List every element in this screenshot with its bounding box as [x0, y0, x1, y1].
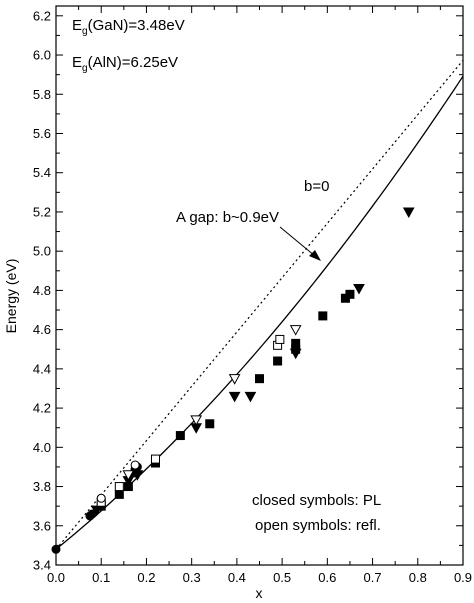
data-points [51, 207, 415, 554]
y-tick-label: 6.2 [33, 8, 51, 23]
agap-arrowhead [309, 250, 321, 261]
y-tick-label: 5.0 [33, 244, 51, 259]
filled-triangle-down-point [402, 207, 415, 218]
y-tick-label: 3.4 [33, 558, 51, 573]
agap-arrow [279, 226, 316, 257]
plot-frame [55, 5, 464, 566]
x-tick-label: 0.1 [92, 570, 110, 585]
open-symbols-note: open symbols: refl. [255, 517, 381, 534]
x-tick-label: 0.4 [228, 570, 246, 585]
plot-border [55, 5, 464, 566]
open-circle-point [96, 493, 106, 503]
filled-triangle-down-point [353, 283, 365, 295]
filled-square-point [291, 338, 301, 348]
y-tick-label: 3.8 [33, 479, 51, 494]
y-tick-label: 4.0 [33, 440, 51, 455]
curves [55, 59, 464, 550]
closed-symbols-note: closed symbols: PL [252, 492, 381, 509]
filled-circle-point [51, 544, 61, 554]
open-triangle-down-point [289, 325, 302, 336]
y-axis-title: Energy (eV) [3, 259, 19, 334]
x-tick-label: 0.3 [183, 570, 201, 585]
x-tick-label: 0.8 [409, 570, 427, 585]
x-tick-label: 0.9 [454, 570, 472, 585]
filled-square-point [205, 419, 215, 429]
x-tick-label: 0.7 [364, 570, 382, 585]
filled-square-point [273, 356, 283, 366]
filled-square-point [345, 289, 355, 299]
open-square-point [114, 482, 124, 492]
y-tick-label: 6.0 [33, 48, 51, 63]
filled-triangle-down-point [228, 391, 241, 403]
curve-agap [55, 75, 464, 550]
agap-curve-label: A gap: b~0.9eV [176, 209, 279, 226]
y-tick-label: 5.6 [33, 126, 51, 141]
y-tick-label: 5.2 [33, 204, 51, 219]
open-triangle-down-point [122, 470, 135, 481]
y-tick-label: 3.6 [33, 518, 51, 533]
filled-square-point [114, 489, 124, 499]
x-axis-title: x [256, 585, 263, 601]
x-tick-label: 0.2 [137, 570, 155, 585]
open-square-point [275, 334, 285, 344]
y-tick-label: 5.4 [33, 165, 51, 180]
x-tick-label: 0.6 [318, 570, 336, 585]
y-tick-label: 4.8 [33, 283, 51, 298]
y-tick-label: 4.2 [33, 401, 51, 416]
filled-triangle-down-point [244, 391, 257, 403]
filled-triangle-down-point [131, 470, 144, 481]
open-circle-point [130, 460, 140, 470]
open-square-point [150, 454, 160, 464]
axis-ticks: 0.0 0.1 0.2 0.3 0.4 0.5 0.6 0.7 0.8 0.9 3.4 3.6 3.8 4… [33, 6, 472, 585]
y-tick-label: 5.8 [33, 87, 51, 102]
filled-square-point [175, 431, 185, 441]
b0-curve-label: b=0 [304, 178, 329, 195]
curve-b0 [55, 59, 464, 550]
open-triangle-down-point [228, 374, 241, 385]
x-tick-label: 0.5 [273, 570, 291, 585]
filled-square-point [318, 311, 328, 321]
eg-gan-annotation: Eg(GaN)=3.48eV [72, 17, 185, 37]
x-tick-label: 0.0 [47, 570, 65, 585]
filled-triangle-down-point [90, 505, 103, 517]
y-tick-label: 4.4 [33, 361, 51, 376]
eg-aln-annotation: Eg(AlN)=6.25eV [72, 54, 178, 74]
y-tick-label: 4.6 [33, 322, 51, 337]
filled-square-point [255, 374, 264, 384]
open-triangle-down-point [190, 415, 203, 426]
filled-triangle-down-point [289, 348, 302, 360]
